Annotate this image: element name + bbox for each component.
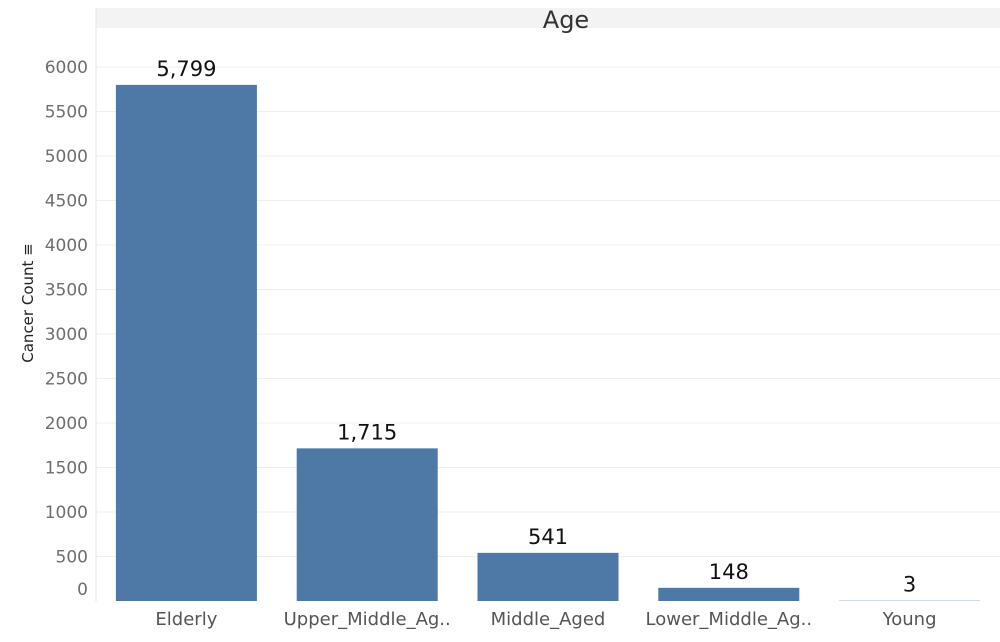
y-tick-label: 4000: [45, 236, 88, 256]
bar: [115, 84, 257, 602]
x-tick-label: Elderly: [155, 609, 217, 630]
y-tick-label: 2500: [45, 370, 88, 390]
bar: [296, 448, 438, 601]
y-axis-label: Cancer Count ≡: [19, 243, 37, 362]
y-tick-label: 5500: [45, 103, 88, 123]
bar: [477, 552, 619, 601]
y-tick-label: 2000: [45, 414, 88, 434]
bar-data-label: 541: [528, 525, 568, 549]
bar-data-label: 3: [903, 573, 916, 597]
bar-data-label: 148: [709, 560, 749, 584]
chart-title: Age: [543, 6, 589, 34]
x-tick-label: Upper_Middle_Ag..: [284, 609, 451, 630]
y-tick-label: 4500: [45, 192, 88, 212]
x-tick-label: Middle_Aged: [491, 609, 606, 630]
y-tick-label: 5000: [45, 147, 88, 167]
bar-data-label: 5,799: [156, 57, 216, 81]
data-labels: 5,799 1,715 541 148 3: [156, 57, 916, 597]
x-axis-labels: Elderly Upper_Middle_Ag.. Middle_Aged Lower…: [155, 609, 936, 630]
y-tick-label: 1000: [45, 503, 88, 523]
y-axis-ticks: 0 500 1000 1500 2000 2500 3000 3500 4000 4500 5000…: [45, 58, 88, 600]
y-tick-label: 3000: [45, 325, 88, 345]
y-tick-label: 0: [77, 580, 88, 600]
x-tick-label: Lower_Middle_Ag..: [646, 609, 813, 630]
bar-data-label: 1,715: [337, 420, 397, 444]
bars: [115, 84, 981, 602]
y-tick-label: 6000: [45, 58, 88, 78]
x-tick-label: Young: [882, 609, 937, 630]
y-tick-label: 500: [56, 548, 88, 568]
bar: [658, 587, 800, 601]
y-tick-label: 1500: [45, 459, 88, 479]
y-tick-label: 3500: [45, 281, 88, 301]
title-band: [96, 8, 1000, 28]
